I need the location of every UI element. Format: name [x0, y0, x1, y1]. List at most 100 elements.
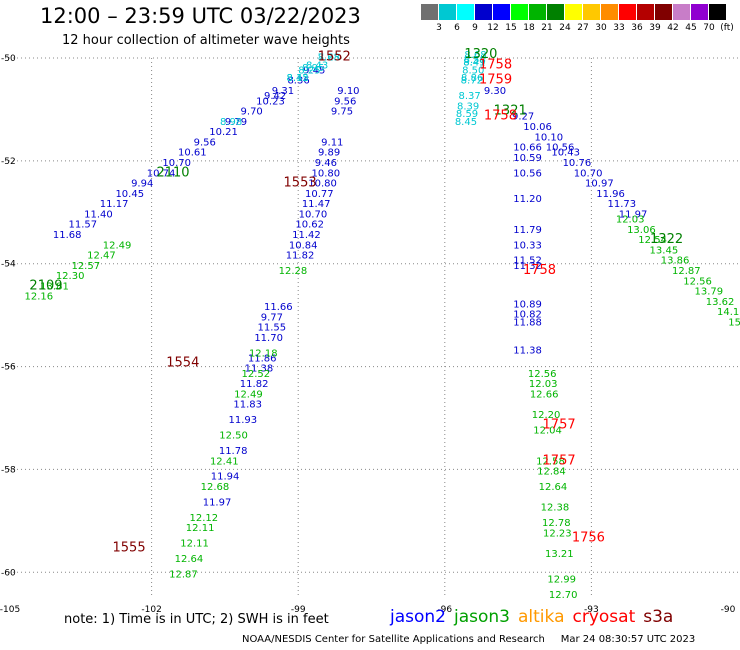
swh-value: 8.98 — [220, 117, 242, 128]
swh-value: 10.62 — [295, 220, 324, 231]
legend-label: 36 — [631, 23, 643, 33]
lat-tick-label: -60 — [1, 568, 16, 578]
swh-value: 12.64 — [539, 482, 568, 493]
swh-value: 11.83 — [233, 400, 262, 411]
lat-lon-grid — [5, 57, 738, 598]
legend-swatch — [619, 4, 636, 20]
swh-value: 9.94 — [131, 179, 153, 190]
swh-value: 10.56 — [513, 168, 542, 179]
pass-time-label: 1757 — [543, 417, 576, 432]
swh-value: 12.99 — [547, 575, 576, 586]
swh-value: 10.45 — [115, 189, 144, 200]
swh-value: 12.56 — [683, 276, 712, 287]
swh-value: 11.94 — [211, 472, 240, 483]
swh-value: 11.97 — [619, 209, 648, 220]
swh-value: 11.38 — [245, 364, 274, 375]
swh-value: 8.12 — [286, 73, 308, 84]
swh-value: 11.66 — [264, 302, 293, 313]
legend-label: 15 — [505, 23, 517, 33]
swh-value: 13.21 — [545, 549, 574, 560]
swh-value: 11.97 — [203, 497, 232, 508]
swh-value: 11.73 — [608, 199, 637, 210]
swh-value: 8.86 — [461, 73, 483, 84]
swh-value: 8.45 — [455, 117, 477, 128]
legend-swatch — [547, 4, 564, 20]
swh-value: 12.11 — [186, 523, 215, 534]
pass-time-label: 1553 — [284, 176, 317, 191]
swh-value: 10.06 — [523, 122, 552, 133]
swh-value: 8.58 — [464, 55, 486, 66]
swh-value: 9.75 — [331, 107, 353, 118]
swh-value: 12.52 — [242, 369, 271, 380]
swh-value: 8.59 — [456, 109, 478, 120]
legend-swatch — [529, 4, 546, 20]
swh-value: 8.49 — [463, 58, 485, 69]
lat-tick-label: -52 — [1, 157, 16, 167]
swh-value: 12.12 — [190, 513, 219, 524]
swh-value: 12.30 — [56, 271, 85, 282]
satellite-jason2: jason2 — [390, 607, 446, 627]
swh-value: 11.20 — [513, 194, 542, 205]
swh-value: 10.74 — [147, 168, 176, 179]
swh-value: 12.23 — [543, 528, 572, 539]
swh-value: 12.41 — [210, 456, 239, 467]
swh-value: 11.93 — [229, 415, 258, 426]
swh-value: 11.55 — [258, 323, 287, 334]
swh-value: 10.70 — [162, 158, 191, 169]
pass-time-label: 1321 — [494, 104, 527, 119]
map-title: 12:00 – 23:59 UTC 03/22/2023 — [40, 4, 361, 28]
swh-value: 13.81 — [40, 281, 69, 292]
legend-label: 18 — [523, 23, 535, 33]
legend-swatch — [457, 4, 474, 20]
swh-value: 13.06 — [627, 225, 656, 236]
pass-time-label: 1759 — [479, 73, 512, 88]
legend-label: 9 — [472, 23, 478, 33]
swh-value: 10.61 — [178, 148, 207, 159]
swh-value: 15.3 — [728, 317, 740, 328]
pass-time-label: 1758 — [484, 109, 517, 124]
legend-label: 39 — [649, 23, 661, 33]
axis-tick-labels: -105 -102 -99 -96 -93 -90 -50 -52 -54 -56 -58 -60 — [0, 54, 736, 615]
wave-height-points: 9.458.369.319.4210.239.709.7910.219.5610… — [25, 50, 740, 601]
swh-value: 11.79 — [513, 225, 542, 236]
swh-value: 9.79 — [225, 117, 247, 128]
swh-value: 10.23 — [256, 96, 285, 107]
swh-value: 12.84 — [537, 467, 566, 478]
swh-value: 13.79 — [695, 287, 724, 298]
swh-value: 11.96 — [596, 189, 625, 200]
satellite-legend: jason2 jason3 altika cryosat s3a — [390, 607, 681, 627]
lon-tick-label: -96 — [437, 605, 452, 615]
legend-swatch — [655, 4, 672, 20]
swh-value: 11.52 — [513, 256, 542, 267]
swh-value: 10.21 — [209, 127, 238, 138]
legend-label: 21 — [541, 23, 553, 33]
swh-value: 8.23 — [318, 53, 340, 64]
swh-value: 10.76 — [563, 158, 592, 169]
legend-swatch — [493, 4, 510, 20]
swh-value: 8.36 — [287, 76, 309, 87]
swh-value: 11.47 — [302, 199, 331, 210]
swh-value: 11.17 — [100, 199, 129, 210]
legend-label: 6 — [454, 23, 460, 33]
swh-value: 12.03 — [529, 379, 558, 390]
swh-value: 12.58 — [536, 456, 565, 467]
pass-time-label: 1552 — [318, 50, 351, 65]
legend-label: 33 — [613, 23, 625, 33]
swh-value: 11.68 — [53, 230, 82, 241]
swh-value: 10.43 — [551, 148, 580, 159]
swh-value: 13.62 — [706, 297, 735, 308]
swh-value: 11.42 — [292, 230, 321, 241]
legend-label: 24 — [559, 23, 571, 33]
legend-label: (ft) — [720, 23, 734, 33]
swh-value: 10.70 — [574, 168, 603, 179]
swh-value: 9.31 — [272, 86, 294, 97]
swh-value: 10.89 — [513, 299, 542, 310]
swh-value: 12.68 — [201, 482, 230, 493]
swh-value: 12.50 — [219, 431, 248, 442]
swh-value: 11.86 — [248, 353, 277, 364]
swh-value: 9.56 — [194, 137, 216, 148]
legend-label: 70 — [703, 23, 715, 33]
legend-swatch — [421, 4, 438, 20]
swh-value: 9.10 — [337, 86, 359, 97]
units-note: note: 1) Time is in UTC; 2) SWH is in fe… — [64, 612, 329, 627]
